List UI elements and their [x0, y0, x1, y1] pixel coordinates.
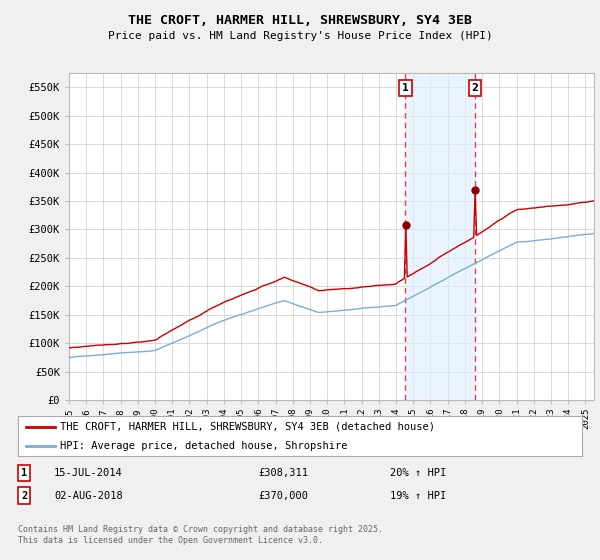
Text: £308,311: £308,311	[258, 468, 308, 478]
Text: 2: 2	[21, 491, 27, 501]
Text: 19% ↑ HPI: 19% ↑ HPI	[390, 491, 446, 501]
Text: £370,000: £370,000	[258, 491, 308, 501]
Text: 1: 1	[402, 83, 409, 92]
Text: Contains HM Land Registry data © Crown copyright and database right 2025.
This d: Contains HM Land Registry data © Crown c…	[18, 525, 383, 545]
Text: 02-AUG-2018: 02-AUG-2018	[54, 491, 123, 501]
Text: 20% ↑ HPI: 20% ↑ HPI	[390, 468, 446, 478]
Text: 1: 1	[21, 468, 27, 478]
Text: 15-JUL-2014: 15-JUL-2014	[54, 468, 123, 478]
Text: Price paid vs. HM Land Registry's House Price Index (HPI): Price paid vs. HM Land Registry's House …	[107, 31, 493, 41]
Text: THE CROFT, HARMER HILL, SHREWSBURY, SY4 3EB (detached house): THE CROFT, HARMER HILL, SHREWSBURY, SY4 …	[60, 422, 436, 432]
Text: HPI: Average price, detached house, Shropshire: HPI: Average price, detached house, Shro…	[60, 441, 348, 451]
Text: 2: 2	[472, 83, 478, 92]
Bar	[406, 73, 475, 400]
Text: THE CROFT, HARMER HILL, SHREWSBURY, SY4 3EB: THE CROFT, HARMER HILL, SHREWSBURY, SY4 …	[128, 14, 472, 27]
